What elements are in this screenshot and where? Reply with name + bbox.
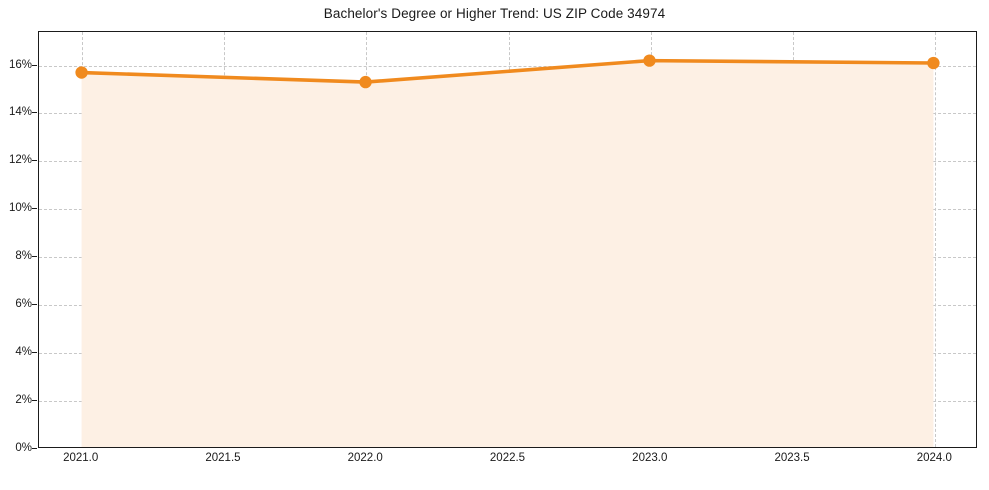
- y-axis-tick-mark: [32, 448, 37, 449]
- y-axis-tick-label: 6%: [15, 298, 32, 311]
- data-series-line: [75, 54, 940, 447]
- y-axis-labels: 0% 2% 4% 6% 8% 10% 12% 14% 16%: [0, 31, 32, 454]
- area-fill: [81, 60, 934, 447]
- y-axis-tick-label: 14%: [8, 106, 32, 119]
- y-axis-tick-label: 4%: [15, 346, 32, 359]
- y-axis-tick-mark: [32, 400, 37, 402]
- data-point-marker: [643, 54, 656, 67]
- y-axis-tick-label: 12%: [8, 154, 32, 167]
- y-axis-tick-marks: [0, 31, 38, 449]
- y-axis-tick-label: 0%: [15, 442, 32, 454]
- data-point-marker: [75, 66, 88, 79]
- data-point-marker: [359, 75, 372, 89]
- y-axis-tick-mark: [32, 64, 37, 66]
- y-axis-tick-mark: [32, 112, 37, 114]
- y-axis-tick-label: 16%: [8, 58, 32, 71]
- y-axis-tick-mark: [32, 160, 37, 162]
- y-axis-tick-label: 2%: [15, 394, 32, 407]
- y-axis-tick-mark: [32, 304, 37, 306]
- data-point-marker: [927, 56, 940, 70]
- data-point-markers: [75, 54, 940, 89]
- y-axis-tick-mark: [32, 352, 37, 354]
- y-axis-tick-mark: [32, 256, 37, 258]
- x-axis-tick-label: 2023.0: [632, 452, 668, 464]
- y-axis-tick-mark: [32, 208, 37, 210]
- x-axis-labels: 2021.0 2021.5 2022.0 2022.5 2023.0 2023.5 2024…: [38, 452, 977, 476]
- x-axis-tick-label: 2021.0: [63, 452, 99, 464]
- y-axis-tick-label: 10%: [8, 202, 32, 215]
- x-axis-tick-label: 2021.5: [205, 452, 241, 464]
- trend-line: [79, 58, 936, 84]
- x-axis-tick-label: 2022.0: [347, 452, 383, 464]
- y-axis-tick-label: 8%: [15, 250, 32, 263]
- chart-title: Bachelor's Degree or Higher Trend: US ZI…: [323, 6, 666, 21]
- plot-area: [38, 31, 977, 448]
- x-axis-tick-label: 2022.5: [489, 452, 526, 464]
- x-axis-tick-label: 2024.0: [916, 452, 952, 464]
- x-axis-tick-label: 2023.5: [774, 452, 810, 464]
